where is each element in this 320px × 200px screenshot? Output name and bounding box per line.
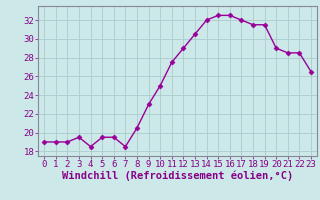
X-axis label: Windchill (Refroidissement éolien,°C): Windchill (Refroidissement éolien,°C) bbox=[62, 171, 293, 181]
